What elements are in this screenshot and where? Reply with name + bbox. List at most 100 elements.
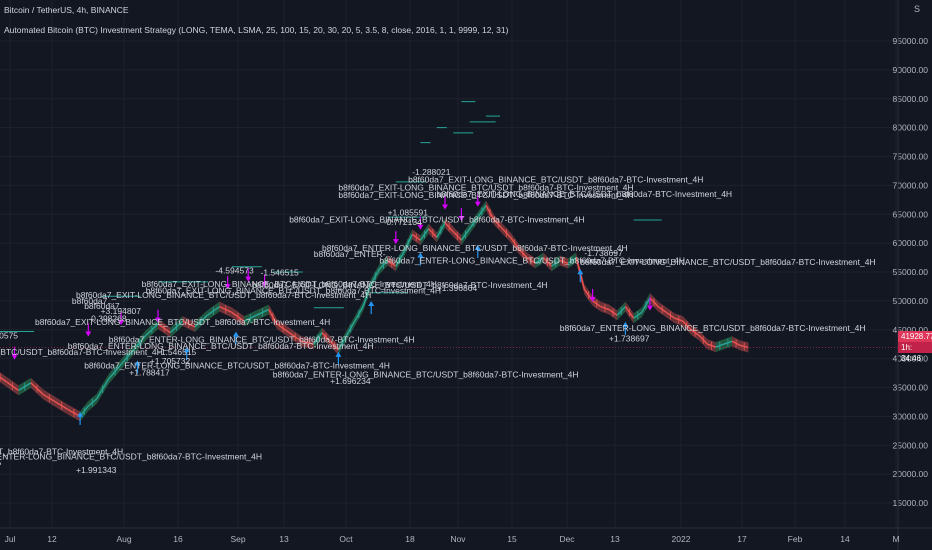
trade-annotation: +3.194807: [101, 306, 142, 316]
trade-annotation: b8f60da7...: [72, 296, 115, 306]
y-tick-label: 60000.00: [893, 238, 929, 248]
exit-arrow: [224, 284, 231, 290]
trade-annotation: b8f60da7...: [84, 301, 127, 311]
strategy-legend[interactable]: Automated Bitcoin (BTC) Investment Strat…: [4, 25, 509, 35]
x-tick-label: Feb: [788, 534, 803, 544]
trade-annotation: -0.398268: [88, 314, 127, 324]
trade-annotation: -0.772134: [384, 217, 423, 227]
y-tick-label: 85000.00: [893, 94, 929, 104]
exit-arrow: [245, 276, 252, 282]
entry-arrow: [577, 269, 584, 275]
chart-title: Bitcoin / TetherUS, 4h, BINANCE: [4, 5, 129, 15]
y-tick-label: 80000.00: [893, 123, 929, 133]
trade-annotation: +1.788417: [129, 367, 170, 377]
x-tick-label: Dec: [559, 534, 575, 544]
trade-annotation: da7_ENTER-LONG_BINANCE_BTC/USDT_b8f60da7…: [0, 452, 262, 462]
trade-annotation: +1.890575: [0, 330, 18, 340]
x-axis: Jul 12 Aug 16 Sep 13 Oct 18 Nov 15 Dec 13 2022 17 Feb 1…: [0, 527, 932, 544]
exit-arrow: [647, 305, 653, 311]
y-tick-label: 30000.00: [893, 411, 929, 421]
trade-annotation: b8f60da7_EXIT-LONG_BINANCE_BTC/USDT_b8f6…: [338, 190, 633, 200]
y-tick-label: 75000.00: [893, 152, 929, 162]
trade-annotation: b8f60da7_EXIT-LONG_BINANCE_BTC/USDT_b8f6…: [580, 257, 875, 267]
trade-annotation: NCE_BTC/USDT_b8f60da7-BTC-Investment_4H: [0, 347, 163, 357]
entry-arrow: [417, 252, 424, 258]
trade-annotation: b8f60da7_EXIT-LONG_BINANCE_BTC/USDT_b8f6…: [146, 285, 441, 295]
settings-icon[interactable]: S: [913, 4, 920, 14]
y-tick-label: 65000.00: [893, 209, 929, 219]
trade-annotation: +1.696234: [330, 376, 371, 386]
y-tick-label: 90000.00: [893, 65, 929, 75]
trade-annotation: /USDT_b8f60da7-BTC-Investment_4H: [0, 446, 123, 456]
trade-annotation: b8f60da7_EXIT-LONG_BINANCE_BTC/USDT_b8f6…: [338, 183, 633, 193]
x-tick-label: M: [892, 534, 899, 544]
exit-arrow: [118, 319, 125, 325]
x-tick-label: 12: [47, 534, 57, 544]
exit-arrow: [417, 224, 424, 230]
x-tick-label: 14: [840, 534, 850, 544]
exit-arrow: [442, 204, 448, 210]
entry-arrow: [183, 347, 190, 353]
trade-annotation: b8f60da7_ENTER-...: [314, 249, 393, 259]
trade-annotation: b8f60da7_ENTER-LONG_BINANCE_BTC/USDT_b8f…: [68, 341, 374, 351]
x-tick-label: Aug: [116, 534, 131, 544]
price-series: [0, 205, 898, 417]
y-tick-label: 40000.00: [893, 354, 929, 364]
trade-annotation: +1.396864: [437, 283, 478, 293]
x-tick-label: Oct: [339, 534, 353, 544]
exit-arrow: [261, 282, 268, 288]
trade-annotation: b8f60da7_EXIT-LONG_BINANCE_BTC/USDT_b8f6…: [35, 317, 330, 327]
x-tick-label: 13: [279, 534, 289, 544]
trade-annotation: -1.546515: [261, 267, 300, 277]
exit-arrow: [155, 317, 161, 323]
y-tick-label: 20000.00: [893, 469, 929, 479]
trade-annotation: b8f60da7_ENTER-LONG_BINANCE_BTC/USDT_b8f…: [379, 255, 685, 265]
x-tick-label: 13: [610, 534, 620, 544]
y-tick-label: 50000.00: [893, 296, 929, 306]
y-tick-label: 55000.00: [893, 267, 929, 277]
trade-annotation: +1.085591: [388, 207, 429, 217]
y-tick-label: 45000.00: [893, 325, 929, 335]
entry-arrow: [622, 321, 629, 327]
trade-annotation: -1.738697: [584, 248, 623, 258]
x-tick-label: 17: [737, 534, 747, 544]
entry-arrow: [232, 331, 239, 337]
exit-arrow: [589, 296, 596, 302]
trade-annotation: +1.705732: [150, 356, 191, 366]
trade-annotation: b8f60da7_EXIT-LONG_BINANCE_BTC/USDT_b8f6…: [142, 279, 437, 289]
trade-annotation: b8f60da7_EXIT-LONG_BINANCE_BTC/USDT_b8f6…: [289, 214, 584, 224]
x-tick-label: 16: [173, 534, 183, 544]
trade-annotation: b8f60da7_EXIT-LONG_BINANCE_BTC/USDT_b8f6…: [252, 280, 547, 290]
x-tick-label: Nov: [450, 534, 466, 544]
trade-markers: [11, 193, 653, 425]
trade-level-lines: [0, 101, 662, 332]
y-tick-label: 95000.00: [893, 36, 929, 46]
trade-annotation: b8f60da7_ENTER-LONG_BINANCE_BTC/USDT_b8f…: [560, 323, 866, 333]
trade-annotation: b8f60da7_ENTER-LONG_BINANCE_BTC/USDT_b8f…: [84, 360, 390, 370]
trade-annotation: +1.738697: [609, 333, 650, 343]
trade-annotation: b8f60da7_ENTER-LONG_BINANCE_BTC/USDT_b8f…: [322, 243, 628, 253]
entry-arrow: [77, 411, 84, 417]
trade-annotation: -1.288021: [412, 167, 451, 177]
x-tick-label: Jul: [5, 534, 16, 544]
x-tick-label: 2022: [672, 534, 691, 544]
trade-annotation: -1.546515: [158, 347, 197, 357]
trade-annotation: b8f60da7_ENTER-LONG_BINANCE_BTC/USDT_b8f…: [273, 370, 579, 380]
y-tick-label: 35000.00: [893, 383, 929, 393]
y-tick-label: 25000.00: [893, 440, 929, 450]
last-price-badge: 41928.77: [898, 331, 932, 342]
x-tick-label: 15: [507, 534, 517, 544]
exit-arrow: [11, 354, 18, 360]
trade-annotation: -4.594573: [215, 266, 254, 276]
trade-annotation: +1.991343: [76, 465, 117, 475]
entry-arrow: [474, 245, 481, 251]
trade-annotation: b8f60da7_ENTER-LONG_BINANCE_BTC/USDT_b8f…: [109, 334, 415, 344]
x-tick-label: 18: [405, 534, 415, 544]
y-tick-label: 70000.00: [893, 180, 929, 190]
trade-annotations: +1.890575 NCE_BTC/USDT_b8f60da7-BTC-Inves…: [0, 167, 876, 475]
trade-annotation: b8f60da7_EXIT-LONG_BINANCE_BTC/USDT_b8f6…: [408, 174, 703, 184]
entry-arrow: [134, 360, 141, 366]
trade-annotation: b8f60da7_EXIT-LONG_BINANCE_BTC/USDT_b8f6…: [76, 290, 371, 300]
exit-arrow: [392, 239, 399, 245]
